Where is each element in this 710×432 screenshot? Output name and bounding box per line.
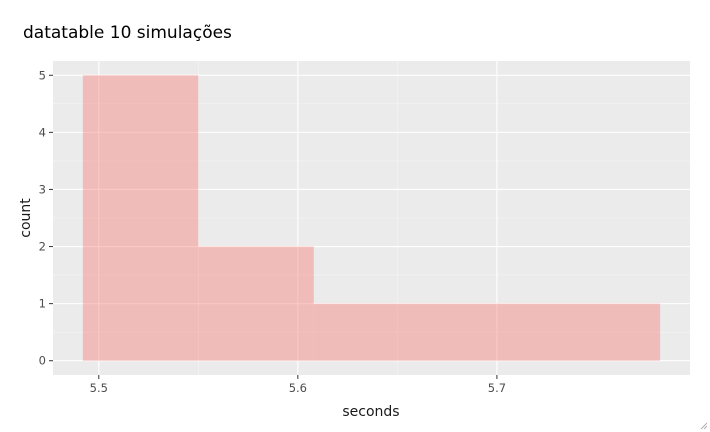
histogram-bar	[313, 303, 661, 361]
y-tick-label: 5	[39, 68, 46, 82]
y-tick-label: 1	[39, 297, 46, 311]
y-axis: 0 1 2 3 4 5	[39, 68, 53, 368]
y-tick-label: 4	[39, 125, 46, 139]
histogram-bar	[198, 246, 314, 361]
x-axis: 5.5 5.6 5.7	[90, 375, 506, 395]
y-tick-label: 0	[39, 354, 46, 368]
x-tick-label: 5.6	[289, 381, 307, 395]
minor-gridlines	[53, 61, 690, 375]
x-tick-label: 5.5	[90, 381, 108, 395]
x-axis-title: seconds	[342, 404, 399, 420]
chart-title: datatable 10 simulações	[23, 23, 232, 43]
resize-grip-icon[interactable]	[698, 420, 708, 430]
y-tick-label: 3	[39, 182, 46, 196]
y-tick-label: 2	[39, 240, 46, 254]
major-gridlines	[53, 61, 690, 375]
y-axis-title: count	[18, 198, 34, 238]
histogram-bar	[82, 75, 199, 361]
x-tick-label: 5.7	[488, 381, 506, 395]
histogram-bars	[82, 75, 661, 361]
